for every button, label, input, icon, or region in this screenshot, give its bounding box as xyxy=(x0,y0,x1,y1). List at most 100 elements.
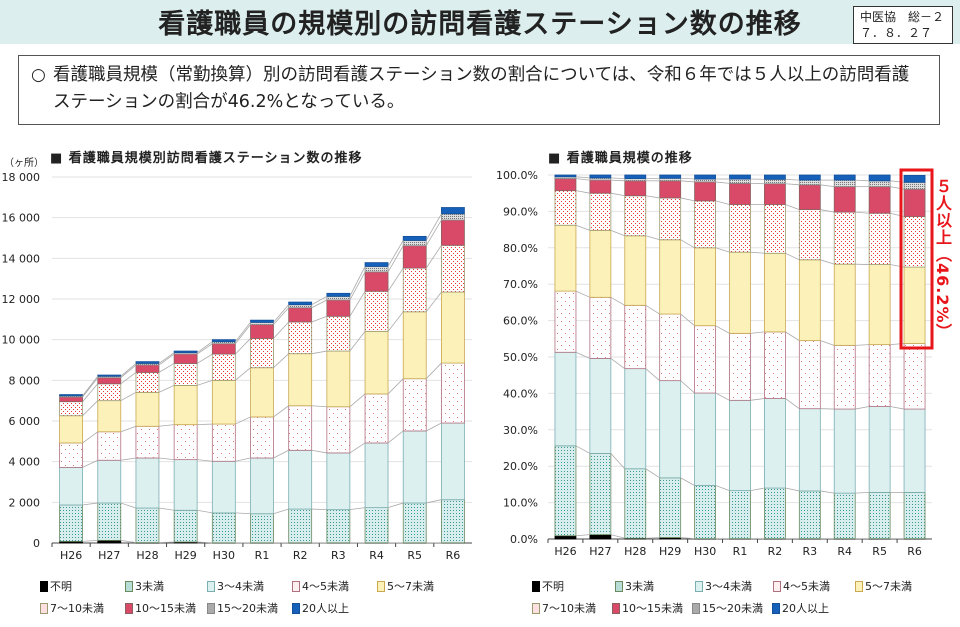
series-connector-line xyxy=(120,391,137,402)
series-connector-line xyxy=(311,299,328,309)
document-stamp: 中医協 総－２ ７．８．２７ xyxy=(853,6,953,44)
bar-segment-R2-3未満 xyxy=(288,508,313,544)
series-connector-line xyxy=(120,372,137,385)
bar-segment-R5-10～15未満 xyxy=(868,186,891,214)
series-connector-line xyxy=(349,442,366,454)
series-connector-line xyxy=(820,490,835,494)
series-connector-line xyxy=(235,324,251,344)
bar-segment-R1-5～7未満 xyxy=(250,367,274,418)
bar-segment-R3-3未満 xyxy=(326,509,351,544)
x-tick-label: R4 xyxy=(369,549,384,562)
bar-segment-H26-7～10未満 xyxy=(554,190,577,226)
bar-segment-R2-10～15未満 xyxy=(764,183,786,205)
series-connector-line xyxy=(311,449,327,454)
bar-segment-H30-20人以上 xyxy=(211,339,236,343)
bar-segment-H27-4～5未満 xyxy=(97,431,122,461)
bar-segment-H26-10～15未満 xyxy=(554,178,577,192)
legend-label: 5～7未満 xyxy=(865,580,912,593)
bar-segment-R6-20人以上 xyxy=(903,174,926,183)
series-connector-line xyxy=(715,325,730,334)
legend-label: 4～5未満 xyxy=(302,580,349,593)
bar-segment-R1-15～20未満 xyxy=(729,178,751,184)
series-connector-line xyxy=(425,219,442,246)
bar-segment-H27-10～15未満 xyxy=(97,377,122,385)
series-connector-line xyxy=(425,291,442,313)
bar-segment-R4-5～7未満 xyxy=(833,263,856,346)
bar-segment-H26-20人以上 xyxy=(554,174,577,178)
bar-segment-H30-5～7未満 xyxy=(211,379,236,425)
legend-label: 3未満 xyxy=(135,580,164,593)
legend-swatch xyxy=(125,580,133,592)
series-connector-line xyxy=(82,383,99,402)
series-connector-line xyxy=(82,539,98,542)
bar-segment-R4-3～4未満 xyxy=(833,408,856,494)
bar-segment-R5-15～20未満 xyxy=(868,180,891,188)
bar-segment-H27-20人以上 xyxy=(589,174,612,179)
series-connector-line xyxy=(82,376,99,397)
series-connector-line xyxy=(387,267,404,292)
series-connector-line xyxy=(196,341,213,354)
series-connector-line xyxy=(273,508,289,515)
legend-item: 20人以上 xyxy=(292,600,349,616)
bar-segment-R1-20人以上 xyxy=(250,319,274,323)
legend-swatch xyxy=(292,602,300,614)
bar-segment-R6-7～10未満 xyxy=(903,216,926,268)
legend-swatch xyxy=(695,580,703,592)
bar-segment-R5-15～20未満 xyxy=(402,240,427,247)
series-connector-line xyxy=(158,353,175,366)
bar-segment-H26-5～7未満 xyxy=(554,224,577,292)
bar-segment-R2-5～7未満 xyxy=(288,353,313,407)
series-connector-line xyxy=(235,367,251,381)
series-connector-line xyxy=(158,352,175,364)
x-tick-label: H26 xyxy=(60,549,82,562)
bar-segment-R2-15～20未満 xyxy=(288,304,313,309)
bar-segment-R5-3未満 xyxy=(402,502,427,544)
series-connector-line xyxy=(196,353,213,364)
bar-segment-H30-7～10未満 xyxy=(211,353,236,381)
bar-segment-R6-15～20未満 xyxy=(441,213,465,221)
bar-segment-H26-10～15未満 xyxy=(59,396,83,403)
bar-segment-H27-10～15未満 xyxy=(589,179,612,194)
y-tick-label: 16 000 xyxy=(2,212,41,225)
bar-segment-H29-7～10未満 xyxy=(173,363,198,386)
series-connector-line xyxy=(120,363,137,377)
y-tick-label: 2 000 xyxy=(9,496,41,509)
series-connector-line xyxy=(575,224,591,231)
series-connector-line xyxy=(273,321,289,339)
bar-segment-H28-10～15未満 xyxy=(135,364,160,373)
legend-item: 4～5未満 xyxy=(773,578,830,594)
series-connector-line xyxy=(855,406,870,410)
bar-segment-H27-3～4未満 xyxy=(97,459,122,504)
series-connector-line xyxy=(196,343,213,355)
series-connector-line xyxy=(575,176,590,179)
bar-segment-R1-5～7未満 xyxy=(729,251,751,334)
bar-segment-H27-不明 xyxy=(589,534,612,540)
bar-segment-H26-3未満 xyxy=(59,504,83,542)
bar-segment-H26-不明 xyxy=(554,535,577,540)
bar-segment-H30-4～5未満 xyxy=(211,423,236,462)
bar-segment-H27-5～7未満 xyxy=(97,400,122,433)
series-connector-line xyxy=(715,181,730,184)
bar-segment-H27-7～10未満 xyxy=(97,383,122,402)
bar-segment-H29-3～4未満 xyxy=(659,380,682,479)
bar-segment-H29-3未満 xyxy=(173,509,198,543)
series-connector-line xyxy=(426,499,442,504)
bar-segment-R4-4～5未満 xyxy=(833,344,856,410)
bar-segment-R5-3～4未満 xyxy=(868,406,891,493)
bar-segment-H29-20人以上 xyxy=(659,174,682,179)
series-connector-line xyxy=(680,477,695,486)
bar-segment-R6-20人以上 xyxy=(441,207,465,215)
legend-item: 3～4未満 xyxy=(207,578,264,594)
series-connector-line xyxy=(311,350,327,355)
bar-segment-H30-7～10未満 xyxy=(694,200,716,249)
bullet-icon: ○ xyxy=(31,65,46,85)
series-connector-line xyxy=(890,406,905,410)
x-tick-label: R3 xyxy=(802,545,817,558)
legend-label: 15～20未満 xyxy=(702,602,763,615)
highlight-box xyxy=(899,168,934,350)
legend-swatch xyxy=(40,602,48,614)
bar-segment-H29-20人以上 xyxy=(173,350,198,354)
bar-segment-R4-3未満 xyxy=(833,492,856,540)
x-tick-label: R1 xyxy=(255,549,270,562)
